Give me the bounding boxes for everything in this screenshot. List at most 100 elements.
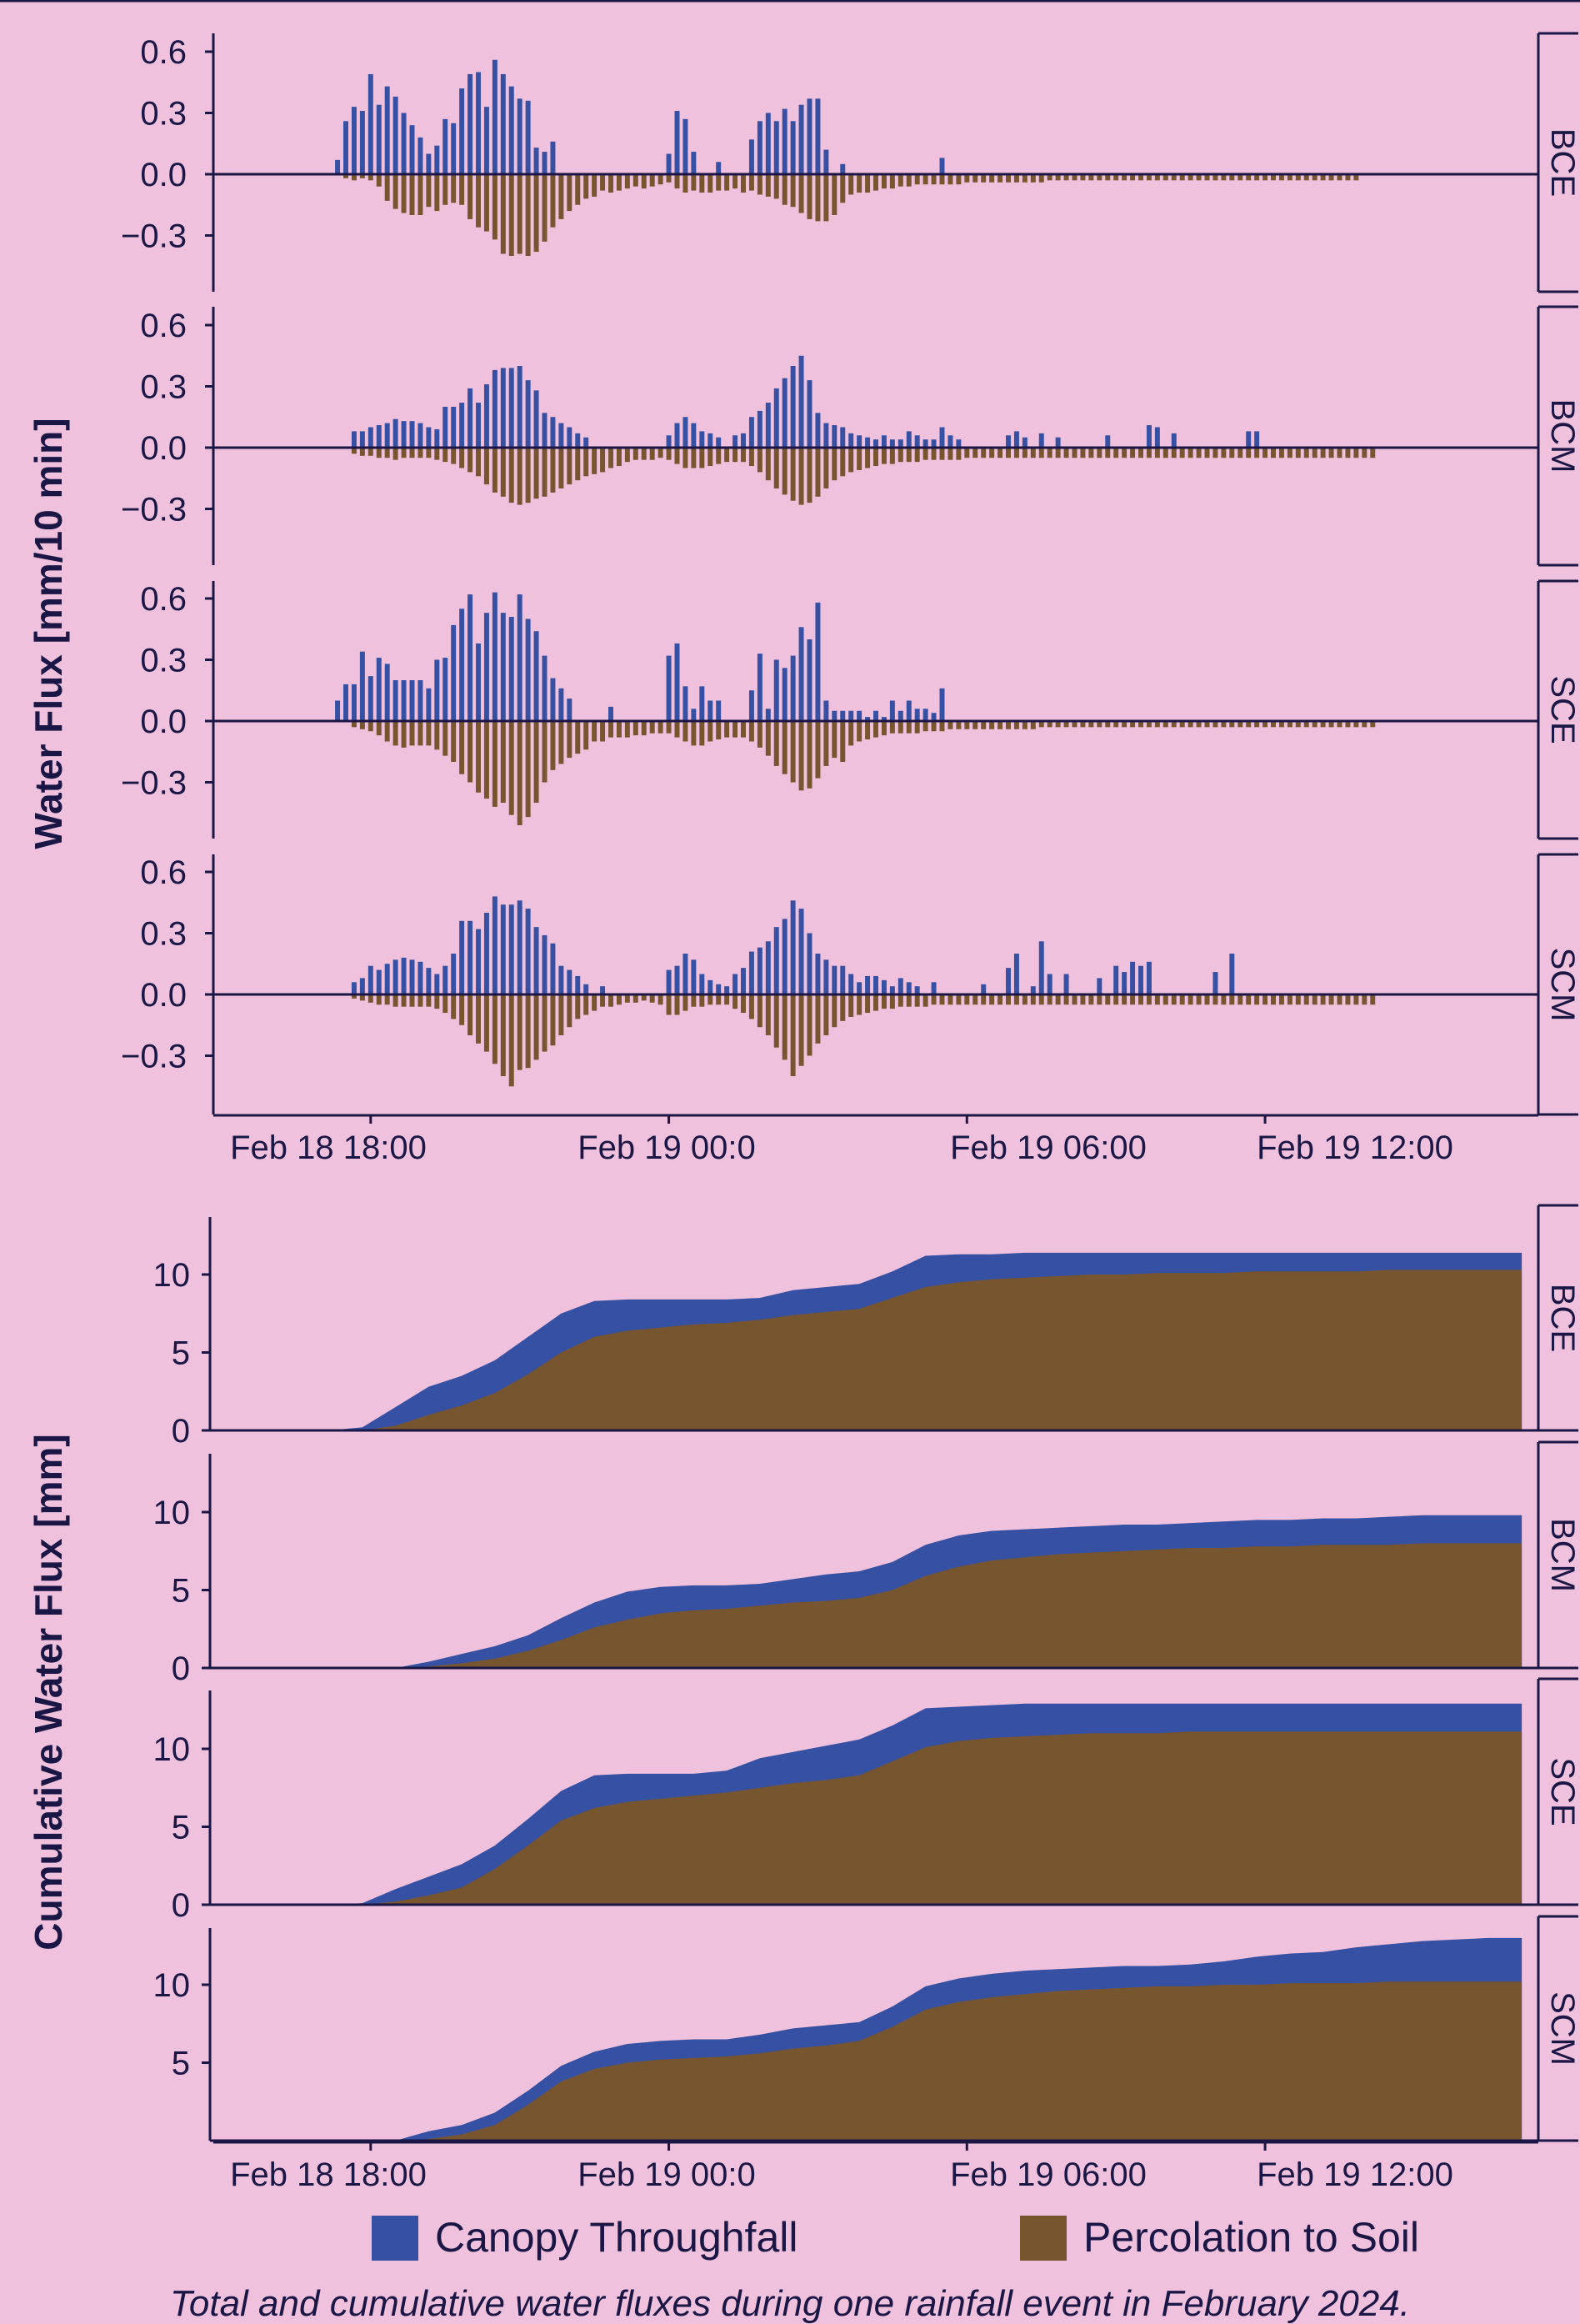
percolation-bar <box>724 174 730 191</box>
percolation-bar <box>998 994 1003 1005</box>
throughfall-bar <box>840 710 846 721</box>
throughfall-bar <box>384 86 390 174</box>
percolation-bar <box>724 994 730 1005</box>
percolation-bar <box>823 721 829 766</box>
percolation-bar <box>418 994 423 1007</box>
throughfall-bar <box>517 98 522 174</box>
percolation-bar <box>931 994 937 1005</box>
throughfall-bar <box>773 388 779 448</box>
percolation-bar <box>1320 174 1326 181</box>
flux-panel-bce: 0.6 0.3 0.0 −0.3 <box>121 33 1538 292</box>
percolation-bar <box>508 174 514 256</box>
percolation-bar <box>782 174 788 205</box>
percolation-bar <box>1055 448 1061 458</box>
percolation-bar <box>1229 174 1235 181</box>
percolation-bar <box>351 721 357 728</box>
percolation-bar <box>873 448 878 467</box>
throughfall-bar <box>517 900 522 994</box>
percolation-bar <box>1345 448 1351 458</box>
percolation-bar <box>343 174 348 178</box>
throughfall-bar <box>948 435 953 448</box>
percolation-bar <box>691 174 697 191</box>
percolation-bar <box>815 721 821 779</box>
y-tick-label: 0.6 <box>140 34 187 71</box>
percolation-bar <box>451 994 457 1019</box>
throughfall-bar <box>798 627 804 721</box>
percolation-bar <box>384 721 390 742</box>
percolation-bar <box>889 994 895 1009</box>
throughfall-bar <box>368 965 373 994</box>
percolation-bar <box>542 174 548 242</box>
percolation-bar <box>1122 448 1128 458</box>
percolation-bar <box>1345 994 1351 1005</box>
percolation-bar <box>434 721 440 750</box>
percolation-bar <box>906 174 912 187</box>
throughfall-bar <box>1122 972 1128 994</box>
flux-y-axis-label: Water Flux [mm/10 min] <box>27 418 70 849</box>
throughfall-bar <box>476 72 481 174</box>
percolation-bar <box>409 174 415 215</box>
throughfall-bar <box>1013 954 1019 994</box>
percolation-bar <box>1113 448 1119 458</box>
throughfall-bar <box>418 137 423 174</box>
percolation-bar <box>558 174 564 219</box>
percolation-bar <box>1238 994 1243 1005</box>
percolation-bar <box>1337 994 1342 1005</box>
percolation-bar <box>558 721 564 764</box>
throughfall-bar <box>1254 431 1260 448</box>
percolation-bar <box>392 721 398 746</box>
percolation-bar <box>483 994 489 1052</box>
percolation-bar <box>517 994 522 1070</box>
throughfall-bar <box>418 680 423 721</box>
y-tick-label: 5 <box>172 1335 190 1372</box>
percolation-bar <box>1006 174 1011 183</box>
percolation-bar <box>434 994 440 1009</box>
percolation-bar <box>1303 994 1309 1005</box>
percolation-bar <box>1204 174 1210 181</box>
percolation-bar <box>1229 994 1235 1005</box>
percolation-bar <box>1138 721 1143 728</box>
throughfall-bar <box>392 418 398 448</box>
percolation-bar <box>815 448 821 497</box>
percolation-bar <box>1105 721 1111 728</box>
throughfall-bar <box>384 664 390 721</box>
y-tick-label: 5 <box>172 2046 190 2082</box>
percolation-bar <box>1271 174 1276 181</box>
percolation-bar <box>1262 994 1268 1005</box>
percolation-bar <box>558 448 564 488</box>
throughfall-bar <box>1212 972 1218 994</box>
percolation-bar <box>1337 448 1342 458</box>
throughfall-bar <box>1154 427 1160 448</box>
percolation-bar <box>790 448 796 501</box>
throughfall-bar <box>343 121 348 174</box>
throughfall-bar <box>434 659 440 721</box>
percolation-bar <box>376 721 382 736</box>
percolation-bar <box>881 721 887 736</box>
percolation-bar <box>641 174 647 189</box>
y-tick-label: 0.0 <box>140 157 187 193</box>
throughfall-bar <box>1229 954 1235 994</box>
percolation-bar <box>1204 448 1210 458</box>
percolation-bar <box>1212 174 1218 181</box>
percolation-area <box>329 1731 1522 1905</box>
throughfall-bar <box>483 107 489 174</box>
x-tick-label: Feb 19 06:00 <box>950 1129 1147 1166</box>
percolation-bar <box>790 174 796 208</box>
percolation-bar <box>1312 994 1318 1005</box>
percolation-bar <box>500 174 506 254</box>
percolation-bar <box>1362 994 1368 1005</box>
throughfall-bar <box>807 639 812 721</box>
percolation-bar <box>1146 721 1152 728</box>
throughfall-bar <box>335 159 341 174</box>
throughfall-bar <box>409 125 415 174</box>
percolation-bar <box>567 448 572 485</box>
throughfall-bar <box>815 98 821 174</box>
throughfall-bar <box>608 706 613 721</box>
percolation-bar <box>773 174 779 199</box>
percolation-bar <box>624 721 630 738</box>
percolation-bar <box>807 721 812 789</box>
percolation-bar <box>823 994 829 1035</box>
throughfall-bar <box>583 437 589 448</box>
throughfall-bar <box>931 713 937 721</box>
throughfall-bar <box>674 965 680 994</box>
